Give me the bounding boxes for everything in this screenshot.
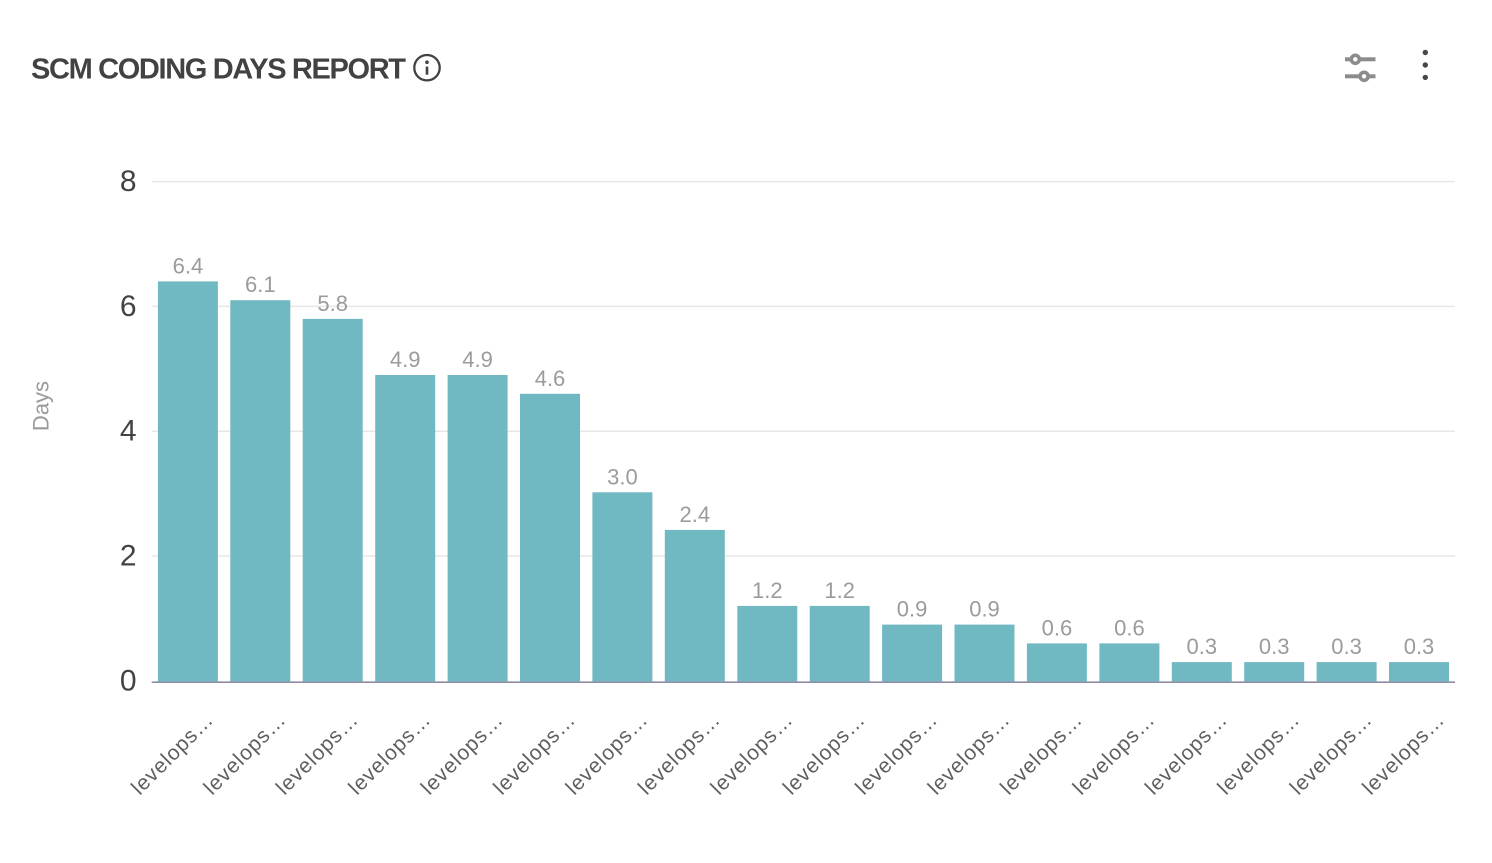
svg-text:6.4: 6.4 [173,253,204,278]
svg-text:0.3: 0.3 [1404,634,1435,659]
svg-text:4.9: 4.9 [390,347,421,372]
svg-text:2: 2 [120,540,137,573]
svg-text:2.4: 2.4 [680,502,711,527]
svg-text:0.3: 0.3 [1187,634,1218,659]
svg-text:Days: Days [29,381,54,431]
svg-text:3.0: 3.0 [607,464,638,489]
svg-text:0.9: 0.9 [969,597,1000,622]
svg-text:0: 0 [120,664,137,697]
svg-text:4: 4 [120,415,137,448]
svg-text:6.1: 6.1 [245,272,276,297]
svg-text:6: 6 [120,290,137,323]
svg-text:0.6: 0.6 [1114,615,1145,640]
svg-text:5.8: 5.8 [317,291,348,316]
svg-text:4.6: 4.6 [535,366,566,391]
svg-text:0.3: 0.3 [1259,634,1290,659]
svg-text:0.3: 0.3 [1331,634,1362,659]
svg-text:0.6: 0.6 [1042,615,1073,640]
svg-text:SCM CODING DAYS REPORT: SCM CODING DAYS REPORT [31,54,406,86]
svg-text:4.9: 4.9 [462,347,493,372]
svg-text:1.2: 1.2 [752,578,783,603]
svg-text:0.9: 0.9 [897,597,928,622]
svg-text:8: 8 [120,165,137,198]
svg-text:1.2: 1.2 [824,578,855,603]
